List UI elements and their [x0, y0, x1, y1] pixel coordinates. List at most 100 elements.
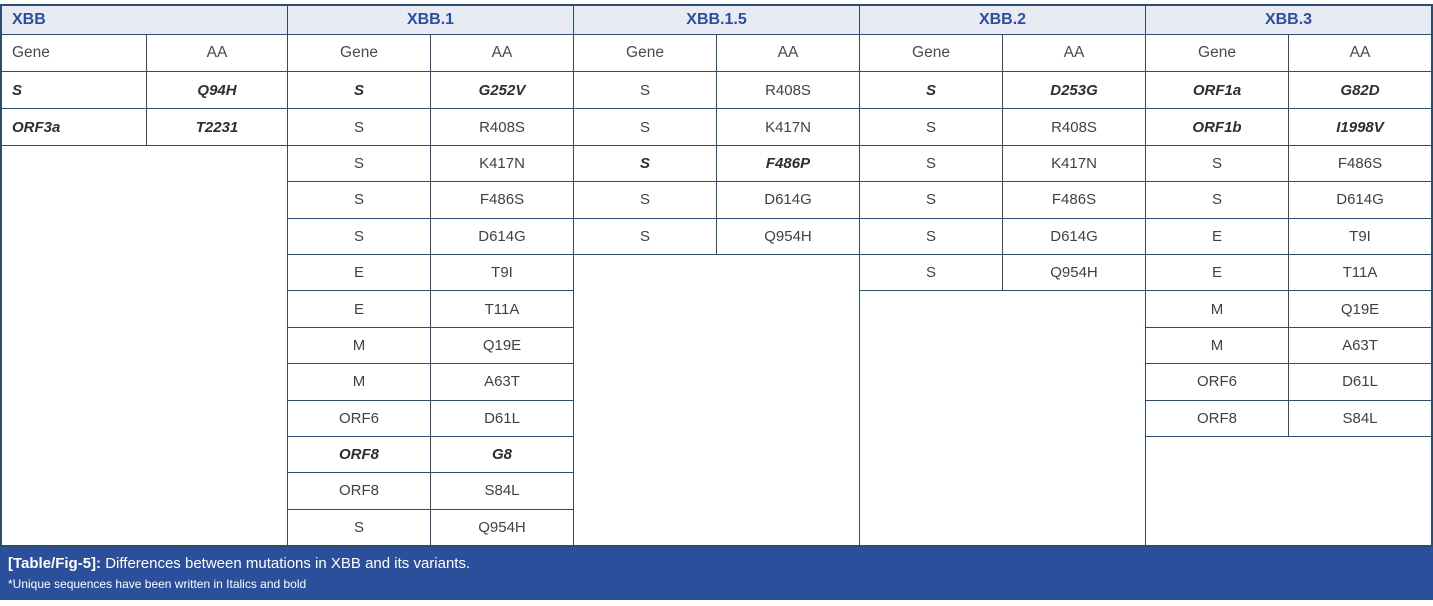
gene-cell: S — [288, 218, 431, 254]
variant-group-XBB.1.5: XBB.1.5 Gene AA S R408S S K417N S F486P S D614G S Q9… — [573, 6, 859, 545]
caption-footnote: *Unique sequences have been written in I… — [8, 577, 307, 591]
empty-cell — [574, 253, 859, 545]
mutation-row: S F486S — [860, 181, 1145, 218]
gene-cell: S — [574, 182, 717, 218]
gene-cell: S — [574, 145, 717, 182]
aa-cell: S84L — [1342, 409, 1378, 427]
column-headers: Gene AA — [1146, 35, 1431, 72]
mutation-row: S R408S — [574, 72, 859, 109]
gene-cell: ORF8 — [288, 473, 431, 509]
aa-cell: Q19E — [1340, 300, 1380, 318]
caption-label: [Table/Fig-5]: — [8, 555, 102, 572]
aa-cell: F486S — [1051, 191, 1097, 209]
group-title: XBB.2 — [860, 6, 1145, 35]
mutation-row: M A63T — [288, 363, 573, 400]
gene-cell: M — [288, 364, 431, 400]
mutation-row: E T11A — [288, 290, 573, 327]
group-title: XBB — [2, 6, 287, 35]
mutation-row: S Q954H — [288, 508, 573, 546]
mutation-row: ORF1a G82D — [1146, 72, 1431, 109]
gene-cell: S — [860, 72, 1003, 109]
aa-cell: Q19E — [482, 336, 522, 354]
mutation-table: XBB Gene AA S Q94H ORF3a T2231 XBB.1 Gene AA S G252… — [0, 4, 1433, 547]
aa-column-header: AA — [206, 44, 228, 61]
gene-cell: S — [574, 218, 717, 254]
gene-cell: E — [288, 291, 431, 327]
aa-cell: Q954H — [1050, 264, 1098, 282]
mutation-row: ORF6 D61L — [288, 399, 573, 436]
mutation-row: S Q954H — [574, 217, 859, 254]
gene-cell: S — [288, 72, 431, 109]
empty-cell — [2, 144, 287, 545]
aa-cell: D614G — [1050, 227, 1098, 245]
mutation-row: S Q954H — [860, 253, 1145, 291]
gene-cell: ORF1a — [1146, 72, 1289, 109]
gene-column-header: Gene — [1146, 35, 1289, 71]
mutation-row: S R408S — [860, 108, 1145, 145]
aa-cell: R408S — [765, 81, 811, 99]
mutation-row: ORF3a T2231 — [2, 108, 287, 145]
gene-cell: S — [1146, 182, 1289, 218]
mutation-row: S K417N — [860, 144, 1145, 182]
gene-cell: S — [860, 109, 1003, 145]
aa-cell: G82D — [1340, 81, 1380, 99]
mutation-row: S D253G — [860, 72, 1145, 109]
mutation-row: S Q94H — [2, 72, 287, 109]
aa-column-header: AA — [777, 44, 799, 61]
group-title: XBB.1 — [288, 6, 573, 35]
aa-column-header: AA — [1063, 44, 1085, 61]
column-headers: Gene AA — [2, 35, 287, 72]
group-title: XBB.3 — [1146, 6, 1431, 35]
mutation-row: S D614G — [860, 217, 1145, 254]
aa-cell: Q94H — [197, 81, 237, 99]
mutation-row: S K417N — [288, 144, 573, 182]
aa-cell: A63T — [1342, 336, 1378, 354]
mutation-row: S F486S — [288, 181, 573, 218]
gene-cell: ORF8 — [288, 436, 431, 473]
mutation-row: ORF8 G8 — [288, 435, 573, 473]
mutation-row: S D614G — [288, 217, 573, 254]
aa-cell: D253G — [1050, 81, 1098, 99]
mutation-row: E T9I — [1146, 217, 1431, 254]
gene-cell: ORF1b — [1146, 109, 1289, 145]
aa-column-header: AA — [1349, 44, 1371, 61]
empty-cell — [1146, 435, 1431, 545]
variant-group-XBB.2: XBB.2 Gene AA S D253G S R408S S K417N S F486S S D614… — [859, 6, 1145, 545]
mutation-row: S R408S — [288, 108, 573, 145]
mutation-row: ORF8 S84L — [1146, 399, 1431, 436]
gene-column-header: Gene — [2, 35, 147, 71]
gene-cell: M — [1146, 327, 1289, 364]
aa-cell: I1998V — [1336, 118, 1384, 136]
table-caption: [Table/Fig-5]: Differences between mutat… — [0, 547, 1433, 600]
aa-column-header: AA — [491, 44, 513, 61]
aa-cell: T11A — [1342, 264, 1378, 282]
mutation-row: S G252V — [288, 72, 573, 109]
aa-cell: K417N — [479, 154, 525, 172]
aa-cell: D61L — [484, 409, 520, 427]
gene-column-header: Gene — [860, 35, 1003, 71]
gene-cell: ORF8 — [1146, 400, 1289, 436]
gene-cell: ORF3a — [2, 109, 147, 145]
aa-cell: F486S — [479, 191, 525, 209]
aa-cell: G8 — [491, 446, 512, 464]
aa-cell: T9I — [491, 264, 513, 282]
mutation-row: ORF8 S84L — [288, 472, 573, 509]
gene-cell: M — [1146, 291, 1289, 327]
aa-cell: Q954H — [478, 518, 526, 536]
gene-cell: S — [288, 182, 431, 218]
group-title: XBB.1.5 — [574, 6, 859, 35]
gene-cell: S — [288, 145, 431, 182]
aa-cell: T9I — [1349, 227, 1371, 245]
mutation-row: ORF1b I1998V — [1146, 108, 1431, 145]
aa-cell: Q954H — [764, 227, 812, 245]
gene-column-header: Gene — [574, 35, 717, 71]
gene-cell: ORF6 — [288, 400, 431, 436]
gene-column-header: Gene — [288, 35, 431, 71]
mutation-row: M Q19E — [288, 326, 573, 364]
aa-cell: F486P — [765, 154, 811, 172]
column-headers: Gene AA — [860, 35, 1145, 72]
gene-cell: S — [860, 218, 1003, 254]
gene-cell: S — [288, 109, 431, 145]
aa-cell: D61L — [1342, 373, 1378, 391]
